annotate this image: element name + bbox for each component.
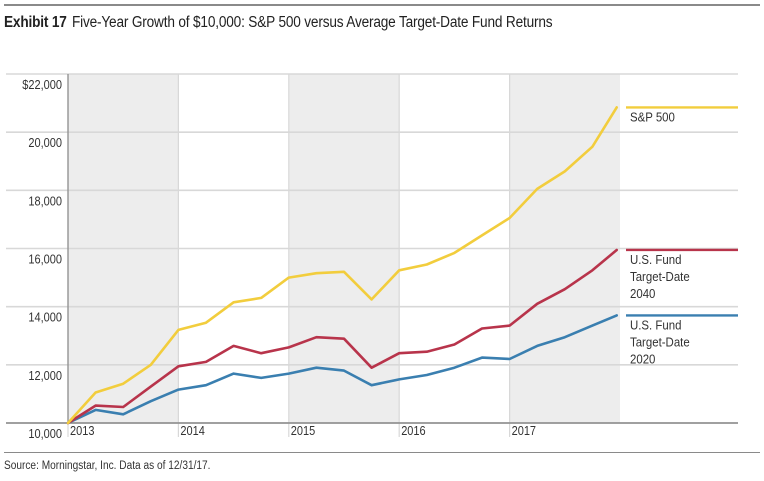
- series-lines: [66, 106, 619, 425]
- exhibit-title: Exhibit 17 Five-Year Growth of $10,000: S…: [4, 14, 553, 32]
- y-tick-label: 18,000: [28, 195, 62, 209]
- series-line-tdf2040: [66, 248, 619, 425]
- series-line-tdf2020: [66, 314, 619, 425]
- y-tick-label: 10,000: [28, 427, 62, 441]
- x-tick-label: 2013: [70, 424, 95, 438]
- y-tick-label: 16,000: [28, 253, 62, 267]
- legend-label-sp500: S&P 500: [630, 110, 675, 125]
- axes: 10,000 12,000 14,000 16,000 18,000 20,000 $22,…: [6, 74, 738, 441]
- legend-label-tdf2040: U.S. Fund Target-Date 2040: [630, 252, 690, 301]
- source-note: Source: Morningstar, Inc. Data as of 12/…: [4, 460, 211, 472]
- exhibit-number: Exhibit 17: [4, 14, 67, 31]
- exhibit-title-text: Five-Year Growth of $10,000: S&P 500 ver…: [71, 14, 553, 31]
- y-tick-label: 20,000: [28, 137, 62, 151]
- x-tick-label: 2015: [291, 424, 316, 438]
- y-tick-label: 14,000: [28, 311, 62, 325]
- series-legend: S&P 500 U.S. Fund Target-Date 2040 U.S. Fund…: [626, 106, 738, 367]
- bottom-rule: [4, 452, 760, 453]
- x-tick-label: 2014: [180, 424, 205, 438]
- x-tick-label: 2017: [512, 424, 536, 438]
- x-tick-label: 2016: [401, 424, 426, 438]
- series-line-sp500: [66, 106, 619, 425]
- y-tick-label: 12,000: [28, 369, 62, 383]
- top-rule: [4, 4, 760, 6]
- y-tick-label: $22,000: [22, 78, 62, 92]
- legend-label-tdf2020: U.S. Fund Target-Date 2020: [630, 318, 690, 367]
